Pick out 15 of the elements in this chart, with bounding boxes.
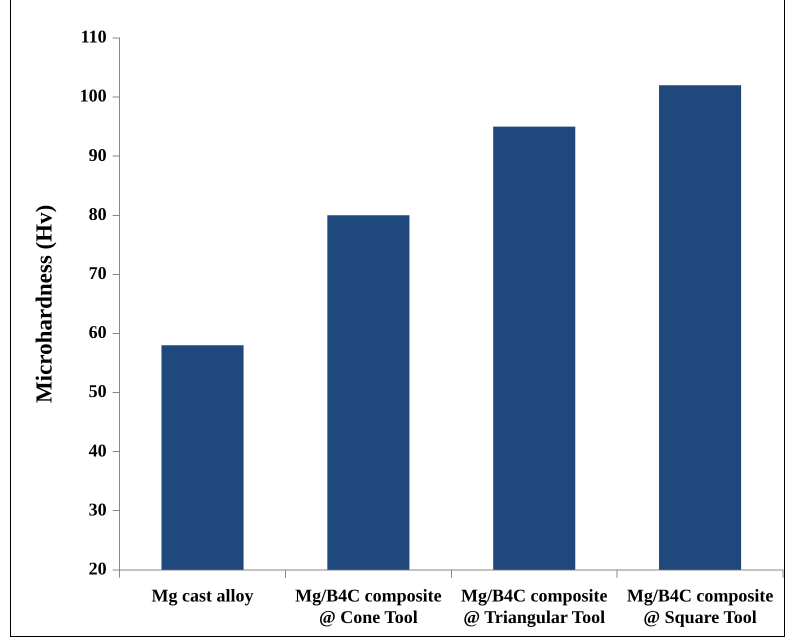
x-tick-label: Mg/B4C composite @ Triangular Tool xyxy=(460,585,608,627)
y-tick-label: 110 xyxy=(80,26,107,47)
y-tick-label: 20 xyxy=(88,558,107,578)
y-tick-label: 50 xyxy=(88,381,107,402)
y-tick-label: 40 xyxy=(88,440,107,460)
y-tick-label: 100 xyxy=(80,86,107,106)
x-tick-label: Mg cast alloy xyxy=(152,585,254,606)
x-tick-label: Mg/B4C composite @ Cone Tool xyxy=(295,585,442,627)
y-tick-label: 90 xyxy=(88,144,107,165)
y-tick-label: 30 xyxy=(88,499,107,520)
y-axis-title: Microhardness (Hv) xyxy=(32,204,57,404)
y-tick-label: 80 xyxy=(88,204,107,224)
y-tick-label: 70 xyxy=(88,263,107,284)
x-tick-label: Mg/B4C composite @ Square Tool xyxy=(626,585,774,627)
y-tick-label: 60 xyxy=(88,322,107,342)
